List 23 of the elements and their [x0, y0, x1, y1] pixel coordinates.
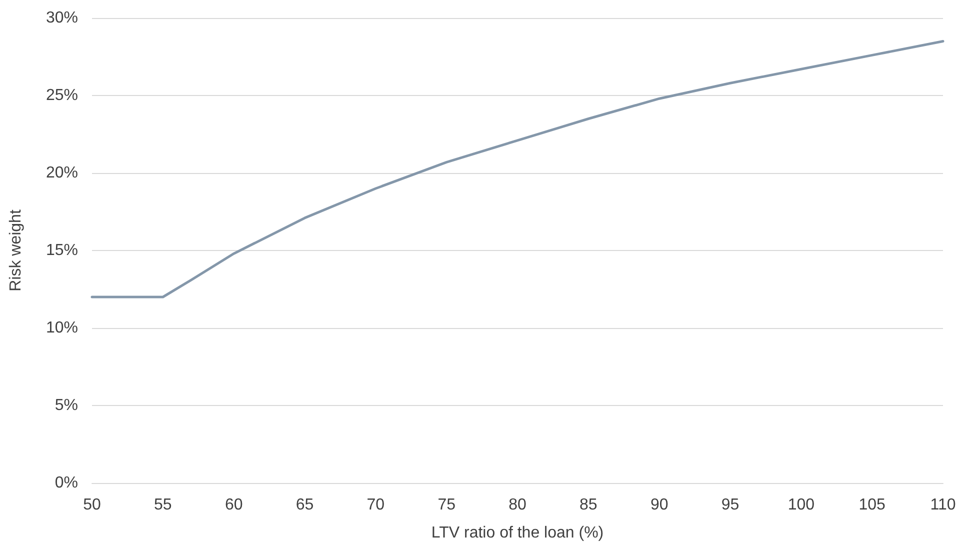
y-tick-label: 10%: [46, 320, 78, 336]
y-tick-label: 30%: [46, 10, 78, 26]
x-tick-label: 65: [296, 496, 314, 514]
y-tick-label: 15%: [46, 242, 78, 259]
x-tick-label: 105: [858, 496, 886, 514]
y-tick-label: 20%: [46, 164, 78, 182]
y-tick-label: 25%: [46, 87, 78, 104]
x-tick-label: 70: [366, 496, 385, 514]
line-series: [90, 40, 944, 298]
x-tick-label: 90: [650, 496, 668, 514]
x-axis-title: LTV ratio of the loan (%): [431, 524, 604, 542]
x-tick-label: 80: [508, 496, 526, 514]
y-tick-label: 5%: [54, 397, 78, 414]
x-tick-label: 60: [224, 496, 243, 514]
x-tick-label: 55: [154, 496, 172, 514]
y-axis-title: Risk weight: [8, 209, 24, 292]
x-tick-label: 100: [788, 496, 815, 514]
y-tick-label: 0%: [54, 474, 78, 492]
x-tick-label: 75: [438, 496, 456, 514]
x-tick-label: 85: [580, 496, 598, 514]
x-tick-label: 50: [83, 496, 101, 514]
x-tick-label: 95: [721, 496, 740, 514]
x-tick-label: 110: [930, 496, 956, 514]
